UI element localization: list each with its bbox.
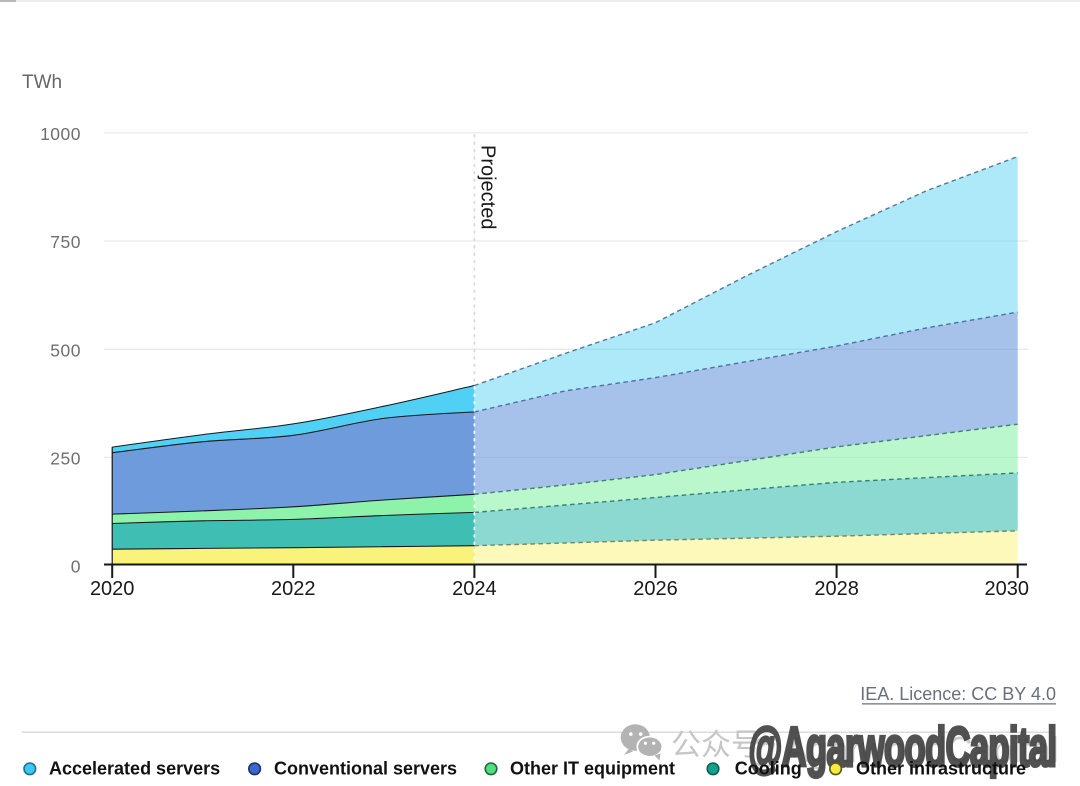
svg-text:Accelerated servers: Accelerated servers xyxy=(49,759,220,779)
svg-text:IEA. Licence: CC BY 4.0: IEA. Licence: CC BY 4.0 xyxy=(860,684,1056,704)
svg-text:TWh: TWh xyxy=(22,72,62,93)
svg-text:Projected: Projected xyxy=(477,145,499,229)
svg-text:0: 0 xyxy=(71,557,81,577)
svg-text:250: 250 xyxy=(50,449,81,469)
svg-text:Other IT equipment: Other IT equipment xyxy=(510,759,675,779)
svg-text:2028: 2028 xyxy=(814,578,859,600)
svg-text:Other infrastructure: Other infrastructure xyxy=(856,759,1026,779)
svg-text:2026: 2026 xyxy=(633,578,678,600)
svg-text:2020: 2020 xyxy=(90,578,135,600)
svg-text:@AgarwoodCapital: @AgarwoodCapital xyxy=(749,715,1057,778)
svg-text:500: 500 xyxy=(50,341,81,361)
svg-text:2030: 2030 xyxy=(985,578,1030,600)
svg-text:@AgarwoodCapital: @AgarwoodCapital xyxy=(748,729,1059,770)
svg-text:750: 750 xyxy=(50,232,81,252)
svg-text:2024: 2024 xyxy=(452,578,497,600)
svg-text:Cooling: Cooling xyxy=(735,759,802,779)
svg-text:2022: 2022 xyxy=(271,578,316,600)
svg-text:Conventional servers: Conventional servers xyxy=(274,759,457,779)
svg-text:公众号: 公众号 xyxy=(671,729,761,762)
svg-text:1000: 1000 xyxy=(40,124,81,144)
